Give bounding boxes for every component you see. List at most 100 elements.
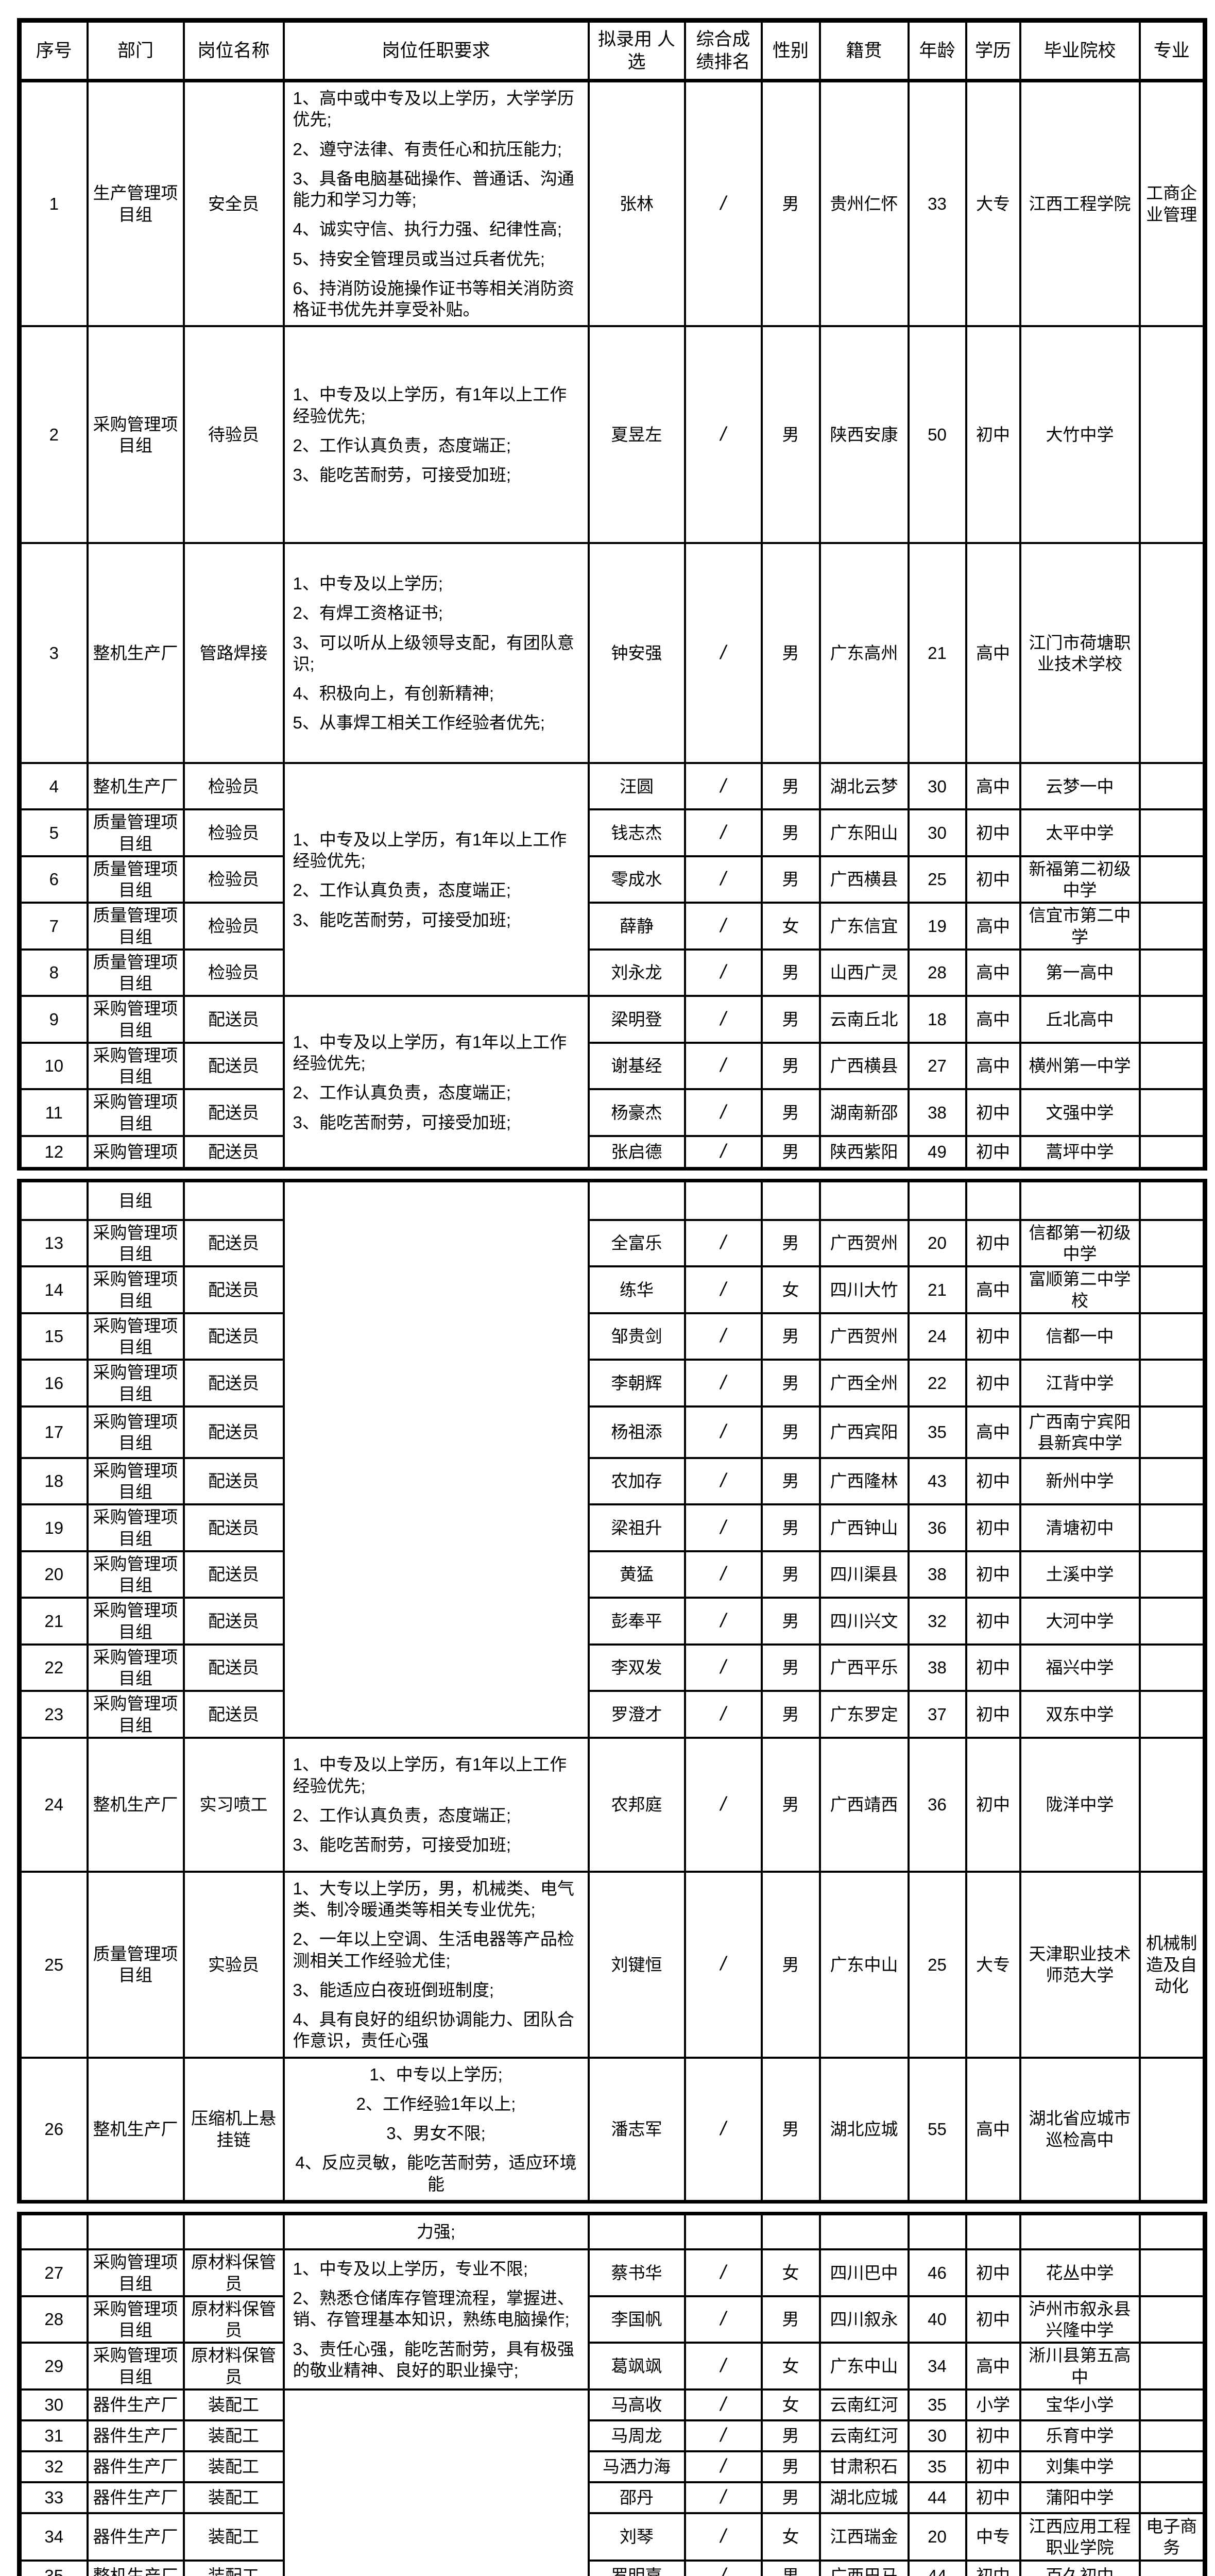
table-row: 20 采购管理项目组 配送员 黄猛 / 男四川渠县 38 初中 土溪中学 [17,1550,1207,1599]
requirement-line: 4、诚实守信、执行力强、纪律性高; [293,219,562,239]
cell-candidate-name: 罗明嘉 [587,2559,686,2576]
cell-position: 安全员 [182,79,285,328]
col-header-rank: 综合成绩排名 [683,18,763,82]
cell-dept: 整机生产厂 [86,1736,185,1873]
cell-candidate-name: 邹贵剑 [587,1312,686,1361]
cell-no: 13 [17,1218,89,1268]
cell-candidate-name: 张启德 [587,1134,686,1170]
requirement-line: 1、中专及以上学历; [293,574,443,593]
table-row: 5 质量管理项目组 检验员 钱志杰 / 男广东阳山 30 初中 太平中学 [17,808,1207,857]
cell-dept: 质量管理项目组 [86,808,185,857]
cell-origin: 广西平乐 [818,1643,910,1692]
cell-age: 36 [907,1736,967,1873]
cell-origin: 云南丘北 [818,995,910,1044]
cell-candidate-name: 马高收 [587,2388,686,2421]
cell-major [1138,2342,1207,2391]
cell-requirements: 1、大专以上学历，男，机械类、电气类、制冷暖通类等相关专业优先; 2、一年以上空调… [282,1870,590,2059]
spillover-row: 力强; [17,2212,1207,2251]
cell-position: 实验员 [182,1870,285,2059]
requirement-line: 2、工作认真负责，态度端正; [293,880,511,900]
cell-position: 检验员 [182,948,285,997]
cell-no: 7 [17,902,89,951]
requirement-line: 3、可以听从上级领导支配，有团队意识; [293,633,574,673]
cell-major [1138,1503,1207,1552]
cell-no: 10 [17,1041,89,1091]
cell-school: 第一高中 [1019,948,1141,997]
cell-requirements [282,1179,590,1739]
cell-rank: / [683,2388,763,2421]
cell-origin: 广西贺州 [818,1312,910,1361]
requirement-line: 2、熟悉仓储库存管理流程，掌握进、销、存管理基本知识，熟练电脑操作; [293,2289,574,2329]
requirement-line: 5、从事焊工相关工作经验者优先; [293,713,545,733]
col-header-gender: 性别 [760,18,821,82]
cell-candidate-name: 刘永龙 [587,948,686,997]
requirement-line: 3、能吃苦耐劳，可接受加班; [293,1112,511,1132]
cell-rank: / [683,1643,763,1692]
cell-education: 初中 [965,1218,1021,1268]
cell-major [1138,995,1207,1044]
cell-education: 初中 [965,1312,1021,1361]
cell-age: 25 [907,855,967,904]
cell-candidate-name: 练华 [587,1265,686,1314]
cell-rank: / [683,2248,763,2297]
cell-origin: 广西隆林 [818,1456,910,1506]
cell-school: 信都一中 [1019,1312,1141,1361]
col-header-requirements: 岗位任职要求 [282,18,590,82]
cell-gender: 男 [760,1041,821,1091]
cell-rank: / [683,1088,763,1137]
cell-dept: 采购管理项目组 [86,2248,185,2297]
cell-position: 配送员 [182,1134,285,1170]
cell-dept: 整机生产厂 [86,762,185,811]
cell-no: 33 [17,2481,89,2514]
cell-origin: 广西全州 [818,1359,910,1408]
cell-no: 23 [17,1690,89,1739]
cell-position: 检验员 [182,855,285,904]
cell-school: 丘北高中 [1019,995,1141,1044]
cell-no [17,2212,89,2251]
cell-candidate-name: 李双发 [587,1643,686,1692]
cell-age: 20 [907,2512,967,2562]
cell-no: 8 [17,948,89,997]
table-row: 21 采购管理项目组 配送员 彭奉平 / 男四川兴文 32 初中 大河中学 [17,1597,1207,1646]
cell-rank: / [683,1597,763,1646]
table-row: 18 采购管理项目组 配送员 农加存 / 男广西隆林 43 初中 新州中学 [17,1456,1207,1506]
cell-dept: 采购管理项目组 [86,1359,185,1408]
cell-dept: 采购管理项目组 [86,1643,185,1692]
cell-age [907,1179,967,1221]
cell-rank: / [683,808,763,857]
table-row: 26 整机生产厂 压缩机上悬挂链 1、中专以上学历; 2、工作经验1年以上; 3、男女不限… [17,2056,1207,2203]
cell-candidate-name: 邵丹 [587,2481,686,2514]
cell-education: 高中 [965,948,1021,997]
cell-origin: 湖北应城 [818,2481,910,2514]
cell-age: 20 [907,1218,967,1268]
table-body: 1 生产管理项目组 安全员 1、高中或中专及以上学历，大学学历优先; 2、遵守法律、有责… [17,79,1207,2576]
cell-gender: 男 [760,1456,821,1506]
cell-candidate-name: 汪圆 [587,762,686,811]
cell-school: 新福第二初级中学 [1019,855,1141,904]
cell-major [1138,1134,1207,1170]
table-row: 17 采购管理项目组 配送员 杨祖添 / 男广西宾阳 35 高中 广西南宁宾阳县新宾中学 [17,1405,1207,1459]
cell-school: 双东中学 [1019,1690,1141,1739]
cell-gender: 男 [760,2295,821,2344]
cell-gender: 男 [760,1405,821,1459]
col-header-origin: 籍贯 [818,18,910,82]
cell-school [1019,1179,1141,1221]
cell-education: 中专 [965,2512,1021,2562]
cell-dept: 采购管理项目组 [86,1041,185,1091]
cell-dept: 采购管理项目组 [86,1503,185,1552]
cell-school: 大河中学 [1019,1597,1141,1646]
cell-major [1138,325,1207,545]
cell-gender: 男 [760,948,821,997]
cell-gender: 男 [760,2559,821,2576]
cell-gender: 男 [760,2419,821,2452]
cell-origin: 湖北应城 [818,2056,910,2203]
cell-education: 初中 [965,1643,1021,1692]
requirement-line: 3、男女不限; [386,2124,486,2143]
requirement-line: 2、有焊工资格证书; [293,603,443,623]
cell-gender: 男 [760,1736,821,1873]
cell-age [907,2212,967,2251]
cell-candidate-name: 刘琴 [587,2512,686,2562]
table-row: 30器件生产厂装配工1、中专以上学历;2、工作经验1年以上;3、男女不限;4、反… [17,2388,1207,2576]
cell-origin: 云南红河 [818,2388,910,2421]
cell-major [1138,1597,1207,1646]
